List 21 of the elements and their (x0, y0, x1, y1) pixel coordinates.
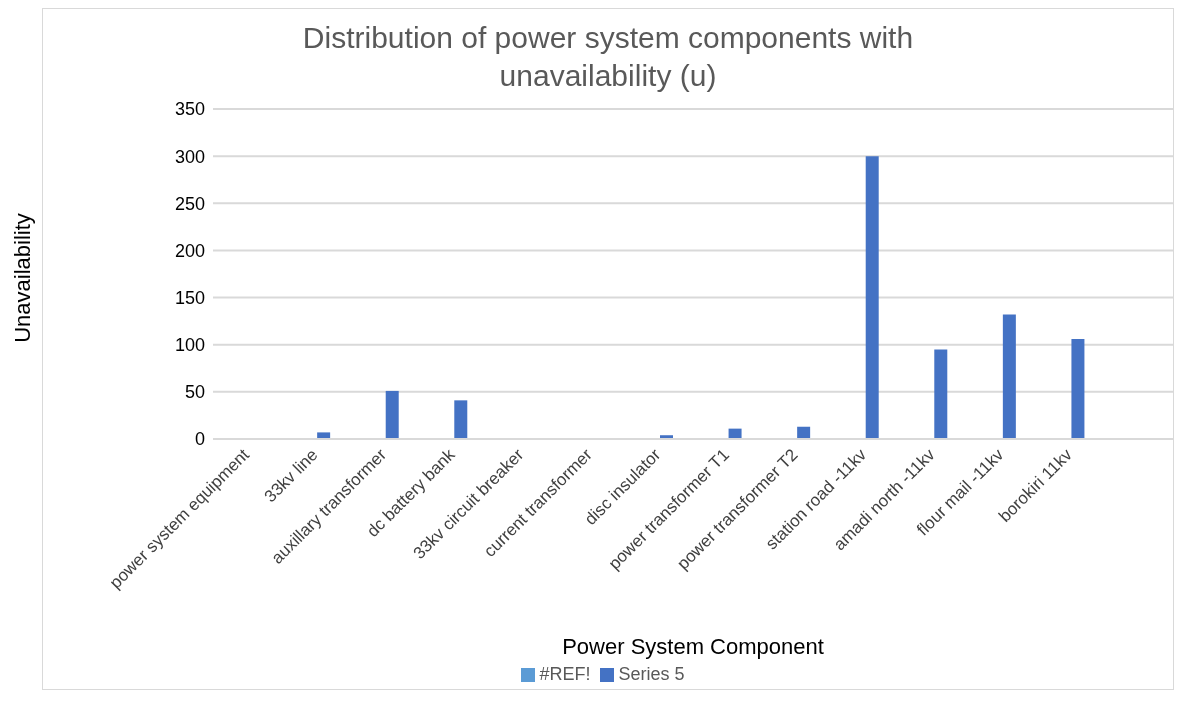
y-tick-label: 200 (174, 240, 205, 261)
y-tick-label: 50 (184, 382, 205, 403)
bar (385, 390, 399, 439)
y-tick-label: 150 (174, 287, 205, 308)
bar (454, 400, 468, 439)
chart-title: Distribution of power system components with unavailability (u) (301, 20, 915, 94)
bar (317, 432, 331, 439)
y-tick-label: 0 (194, 429, 205, 450)
legend-label: Series 5 (618, 664, 685, 684)
bar (1071, 339, 1085, 439)
bar (1002, 314, 1016, 439)
x-axis-title: Power System Component (562, 634, 824, 659)
legend-label: #REF! (539, 664, 591, 684)
y-tick-label: 250 (174, 193, 205, 214)
y-tick-label: 350 (174, 99, 205, 120)
bar (797, 426, 811, 439)
y-axis-title: Unavailability (10, 213, 36, 343)
bar (934, 349, 948, 439)
bar (865, 156, 879, 439)
y-tick-label: 100 (174, 335, 205, 356)
y-tick-label: 300 (174, 146, 205, 167)
